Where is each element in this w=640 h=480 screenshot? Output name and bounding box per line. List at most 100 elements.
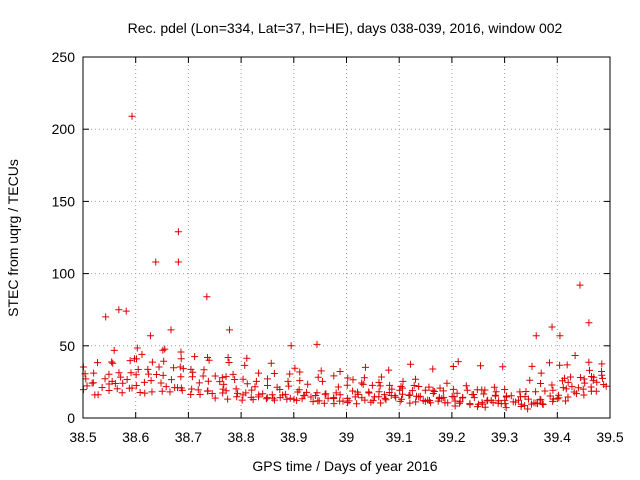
data-point (376, 382, 384, 390)
y-axis-label: STEC from uqrg / TECUs (5, 159, 21, 317)
data-point (332, 389, 340, 397)
data-point (160, 357, 168, 365)
data-point (478, 399, 486, 407)
data-point (416, 392, 424, 400)
data-point (334, 383, 342, 391)
data-point (134, 366, 142, 374)
data-point (204, 377, 212, 385)
data-point (203, 293, 211, 301)
data-point (570, 388, 578, 396)
data-point (546, 392, 554, 400)
data-point (159, 346, 167, 354)
data-point (450, 393, 458, 401)
data-point (476, 362, 484, 370)
data-point (287, 342, 295, 350)
data-point (406, 391, 414, 399)
data-point (415, 383, 423, 391)
data-point (144, 365, 152, 373)
data-point (381, 394, 389, 402)
y-ticks: 0 50 100 150 200 250 (52, 49, 610, 426)
data-point (295, 386, 303, 394)
data-point (301, 391, 309, 399)
data-point (241, 361, 249, 369)
data-point (397, 383, 405, 391)
x-tick-label: 39.5 (596, 429, 623, 445)
x-tick-label: 39.1 (386, 429, 413, 445)
data-point (369, 397, 377, 405)
data-point (585, 358, 593, 366)
data-point (330, 372, 338, 380)
data-point (157, 379, 165, 387)
data-point (406, 399, 414, 407)
data-point (153, 370, 161, 378)
data-point (563, 361, 571, 369)
data-point (222, 387, 230, 395)
data-point (171, 384, 179, 392)
data-point (255, 369, 263, 377)
data-point (109, 359, 117, 367)
data-point (115, 306, 123, 314)
data-point (549, 397, 557, 405)
data-point (580, 375, 588, 383)
data-point (555, 391, 563, 399)
data-point (444, 399, 452, 407)
data-point (284, 377, 292, 385)
data-point (187, 365, 195, 373)
data-point (579, 385, 587, 393)
data-point (343, 394, 351, 402)
data-point (271, 396, 279, 404)
data-point (314, 373, 322, 381)
data-point (541, 387, 549, 395)
data-point (490, 383, 498, 391)
data-point (336, 367, 344, 375)
x-tick-label: 39 (339, 429, 355, 445)
data-point (456, 398, 464, 406)
data-point (451, 397, 459, 405)
data-point (285, 382, 293, 390)
data-point (231, 376, 239, 384)
data-point (314, 397, 322, 405)
data-point (537, 380, 545, 388)
data-point (343, 381, 351, 389)
data-point (304, 380, 312, 388)
data-point (162, 383, 170, 391)
y-tick-label: 50 (59, 338, 75, 354)
data-point (166, 388, 174, 396)
data-point (377, 399, 385, 407)
data-point (532, 388, 540, 396)
data-point (113, 385, 121, 393)
data-point (438, 394, 446, 402)
data-point (354, 388, 362, 396)
data-point (562, 397, 570, 405)
y-tick-label: 100 (52, 266, 76, 282)
data-point (548, 323, 556, 331)
data-point (473, 386, 481, 394)
data-point (200, 366, 208, 374)
data-point (286, 394, 294, 402)
data-point (501, 386, 509, 394)
x-tick-label: 39.3 (491, 429, 518, 445)
data-point (170, 364, 178, 372)
data-point (408, 387, 416, 395)
data-point (188, 385, 196, 393)
data-point (108, 377, 116, 385)
data-point (130, 355, 138, 363)
chart-title: Rec. pdel (Lon=334, Lat=37, h=HE), days … (128, 20, 563, 36)
data-point (141, 389, 149, 397)
data-point (353, 400, 361, 408)
data-point (115, 369, 123, 377)
data-point (322, 390, 330, 398)
data-point (559, 384, 567, 392)
y-tick-label: 250 (52, 49, 76, 65)
data-point (377, 373, 385, 381)
data-point (247, 393, 255, 401)
data-point (148, 358, 156, 366)
data-point (239, 375, 247, 383)
data-point (108, 358, 116, 366)
data-point (268, 391, 276, 399)
data-point (524, 405, 532, 413)
data-point (98, 384, 106, 392)
data-point (122, 307, 130, 315)
data-point (242, 389, 250, 397)
x-ticks: 38.5 38.6 38.7 38.8 38.9 39 39.1 39.2 39.3 39.4 39… (69, 57, 624, 445)
